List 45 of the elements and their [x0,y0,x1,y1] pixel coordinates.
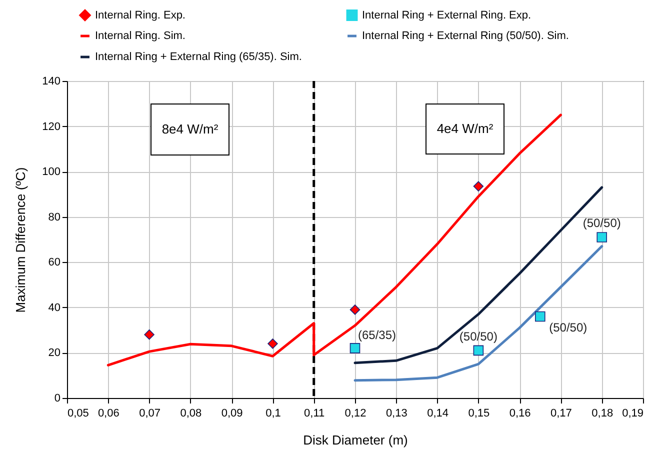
annotation: 8e4 W/m² [162,122,219,136]
legend-label: Internal Ring. Sim. [95,30,186,42]
point [473,181,484,192]
x-tick-label: 0,12 [344,408,366,420]
y-tick-label: 40 [48,302,60,314]
y-tick-label: 20 [48,347,60,360]
x-tick-label: 0,06 [98,408,120,420]
point [535,311,546,322]
x-tick-label: 0,14 [427,408,448,420]
x-tick-label: 0,19 [622,408,644,420]
x-tick-label: 0,18 [592,408,614,420]
annotation: (50/50) [582,216,621,230]
x-axis-title: Disk Diameter (m) [303,432,408,448]
point [596,232,607,242]
x-tick-label: 0,11 [304,408,325,420]
point [473,345,484,356]
y-tick-label: 0 [54,392,60,404]
line-series [354,245,604,382]
x-tick-label: 0,08 [180,408,202,420]
point [144,329,154,340]
x-tick-label: 0,13 [386,408,408,420]
x-tick-label: 0,16 [509,408,531,420]
y-tick-label: 60 [48,256,60,269]
y-tick-label: 100 [42,166,60,178]
x-tick-label: 0,15 [468,408,490,420]
legend-label: Internal Ring + External Ring (65/35). Sim. [95,51,302,63]
x-tick-label: 0,1 [266,408,281,420]
point [350,343,360,354]
point [350,304,360,315]
point [268,338,278,349]
legend-label: Internal Ring + External Ring (50/50). Sim. [362,30,569,42]
x-tick-label: 0,09 [221,408,243,420]
y-tick-label: 140 [42,76,60,88]
annotation: (50/50) [549,320,588,334]
annotation: (50/50) [459,329,498,344]
annotation: 4e4 W/m² [436,121,494,136]
x-tick-label: 0,07 [139,408,160,420]
legend-label: Internal Ring + External Ring. Exp. [362,9,532,22]
legend-label: Internal Ring. Exp. [95,9,186,22]
y-axis-title: Maximum Difference (ºC) [13,167,28,313]
annotation: (65/35) [358,328,396,342]
y-tick-label: 80 [48,211,60,224]
y-tick-label: 120 [42,120,60,133]
x-tick-label: 0,17 [550,408,572,420]
x-tick-label: 0,05 [68,408,89,420]
